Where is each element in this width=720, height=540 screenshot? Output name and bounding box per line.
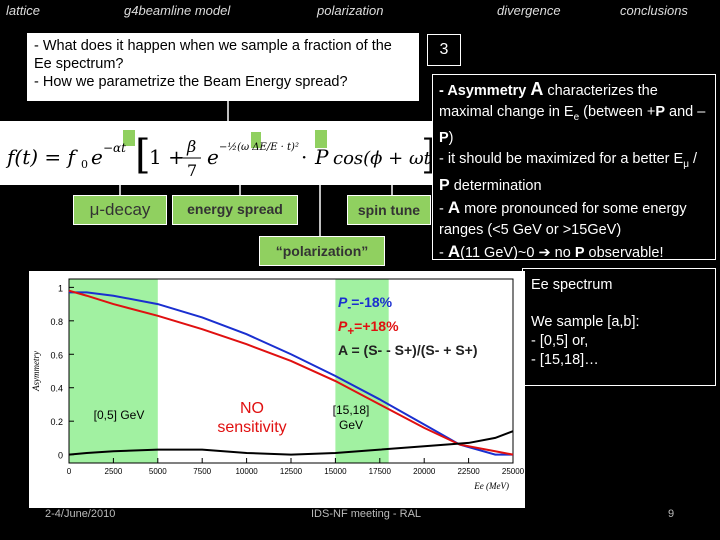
svg-text:[: [ [135, 132, 151, 178]
explanation-line-4: - A(11 GeV)~0 ➔ no P observable! [439, 241, 664, 261]
svg-text:·: · [301, 145, 307, 169]
x-tick-label-8: 20000 [413, 467, 436, 476]
label-no-sensitivity: NO sensitivity [217, 400, 287, 436]
ee-spectrum-title: Ee spectrum [531, 277, 613, 293]
y-tick-label-4: 0.8 [50, 317, 63, 327]
x-tick-label-0: 0 [67, 467, 72, 476]
svg-text:cos(ϕ + ωt): cos(ϕ + ωt) [333, 148, 433, 169]
svg-text:7: 7 [187, 161, 197, 180]
legend-p-plus: P+=+18% [338, 317, 399, 338]
y-tick-label-0: 0 [58, 451, 63, 461]
question-2: - How we parametrize the Beam Energy spr… [34, 74, 348, 90]
y-axis-label: Asymmetry [31, 351, 41, 392]
label-mu-decay: μ-decay [73, 195, 167, 225]
svg-text:P: P [314, 145, 329, 169]
footer-date: 2-4/June/2010 [45, 508, 116, 520]
label-spin-tune: spin tune [347, 195, 431, 225]
svg-text:−½(ω ΔE/E · t)²: −½(ω ΔE/E · t)² [219, 142, 299, 153]
x-tick-label-6: 15000 [324, 467, 347, 476]
label-energy-spread: energy spread [172, 195, 298, 225]
x-tick-label-7: 17500 [369, 467, 392, 476]
svg-text:β: β [186, 137, 196, 156]
highlight-range-1 [335, 279, 389, 463]
svg-text:f(t) = f: f(t) = f [5, 145, 79, 169]
series-line-red [68, 289, 514, 456]
legend-p-minus: P-=-18% [338, 294, 393, 314]
svg-text:1 +: 1 + [149, 145, 185, 169]
x-tick-label-4: 10000 [235, 467, 258, 476]
formula-image: f(t) = f 0 e −αt [ 1 + β 7 e −½(ω ΔE/E ·… [5, 130, 438, 180]
nav-polarization[interactable]: polarization [317, 3, 384, 18]
footer-meeting: IDS-NF meeting - RAL [311, 508, 422, 520]
x-tick-label-3: 7500 [193, 467, 211, 476]
label-range-0-5: [0,5] GeV [93, 408, 145, 422]
svg-text:0: 0 [81, 158, 88, 171]
slide-badge: 3 [427, 34, 461, 66]
highlight-range-0 [69, 279, 158, 463]
arrow-right-icon: ➔ [538, 244, 551, 261]
x-tick-label-5: 12500 [280, 467, 303, 476]
nav-divergence[interactable]: divergence [497, 3, 561, 18]
series-line-black [68, 430, 514, 456]
x-tick-label-2: 5000 [149, 467, 167, 476]
y-tick-label-2: 0.4 [50, 384, 63, 394]
explanation-line-3: - A more pronounced for some energy rang… [439, 197, 687, 238]
svg-text:−αt: −αt [103, 141, 126, 155]
y-tick-label-1: 0.2 [50, 417, 63, 427]
formula-panel: f(t) = f 0 e −αt [ 1 + β 7 e −½(ω ΔE/E ·… [0, 121, 438, 185]
explanation-line-1: - Asymmetry A characterizes the maximal … [439, 79, 706, 146]
asymmetry-explanation: - Asymmetry A characterizes the maximal … [432, 74, 716, 261]
x-tick-label-10: 25000 [502, 467, 525, 476]
footer-page-number: 9 [668, 508, 675, 520]
label-range-15-18: [15,18] GeV [332, 403, 370, 432]
ee-spectrum-box: Ee spectrum We sample [a,b]: - [0,5] or,… [522, 268, 716, 386]
asymmetry-chart: 0 0.2 0.4 0.6 0.8 1 0 2500 5000 7500 10000 12500 150… [29, 271, 525, 508]
questions-box: - What does it happen when we sample a f… [27, 33, 419, 101]
chart-legend: P-=-18% P+=+18% A = (S- - S+)/(S- + S+) [338, 293, 478, 359]
y-tick-label-5: 1 [58, 283, 63, 293]
nav-lattice[interactable]: lattice [6, 3, 40, 18]
ee-sample-line: We sample [a,b]: [531, 314, 640, 330]
explanation-line-2: - it should be maximized for a better Eμ… [439, 150, 698, 194]
ee-range-2: - [15,18]… [531, 352, 599, 368]
x-axis-label: Ee (MeV) [473, 481, 509, 491]
svg-text:e: e [91, 145, 103, 169]
ee-range-1: - [0,5] or, [531, 333, 589, 349]
legend-formula: A = (S- - S+)/(S- + S+) [338, 341, 478, 358]
nav-conclusions[interactable]: conclusions [620, 3, 688, 18]
nav-g4beamline-model[interactable]: g4beamline model [124, 3, 231, 18]
y-tick-label-3: 0.6 [50, 350, 63, 360]
question-1: - What does it happen when we sample a f… [34, 38, 392, 72]
label-polarization: “polarization” [259, 236, 385, 266]
x-tick-label-9: 22500 [457, 467, 480, 476]
svg-text:e: e [207, 145, 219, 169]
x-tick-label-1: 2500 [105, 467, 123, 476]
chart-svg: 0 0.2 0.4 0.6 0.8 1 0 2500 5000 7500 10000 12500 150… [31, 278, 525, 491]
